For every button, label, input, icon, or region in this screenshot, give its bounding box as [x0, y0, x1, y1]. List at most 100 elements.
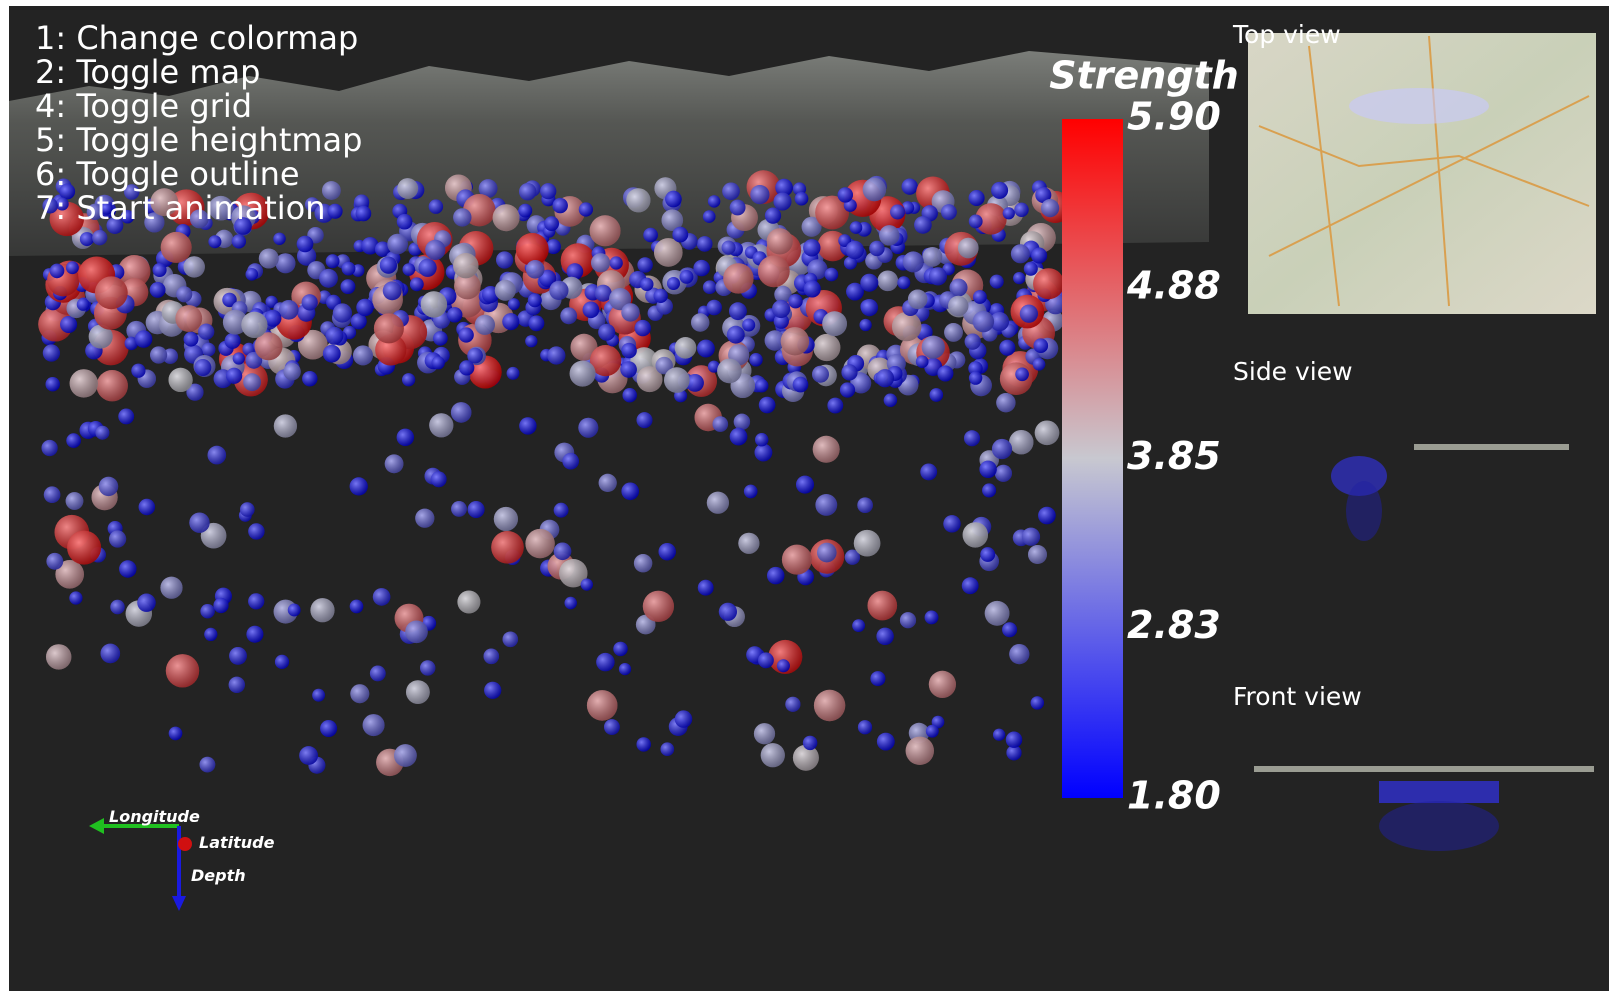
sphere-shade [246, 268, 259, 281]
sphere-shade [827, 398, 843, 414]
sphere-shade [703, 280, 717, 294]
sphere-shade [675, 337, 697, 359]
sphere-shade [815, 494, 837, 516]
sphere-shade [707, 492, 729, 514]
sphere-shade [858, 720, 872, 734]
sphere-shade [433, 331, 448, 346]
sphere-shade [691, 313, 709, 331]
sphere-shade [431, 471, 447, 487]
sphere-shade [664, 367, 690, 393]
sphere-shade [958, 238, 979, 259]
sphere-shade [135, 330, 152, 347]
sphere-shade [341, 279, 356, 294]
sphere-shade [560, 307, 577, 324]
sphere-shade [973, 290, 987, 304]
sphere-shade [119, 560, 136, 577]
sphere-shade [374, 313, 404, 343]
sphere-shade [419, 259, 437, 277]
sphere-shade [229, 677, 245, 693]
side-view-terrain [1414, 444, 1569, 450]
sphere-shade [803, 239, 820, 256]
sphere-shade [920, 464, 937, 481]
view-label: Top view [1232, 20, 1341, 49]
sphere-shade [884, 394, 897, 407]
sphere-shade [654, 238, 683, 267]
sphere-shade [962, 577, 979, 594]
sphere-shade [722, 183, 740, 201]
latitude-axis [178, 837, 192, 851]
sphere-shade [259, 249, 279, 269]
sphere-shade [590, 215, 621, 246]
sphere-shade [860, 319, 872, 331]
sphere-shade [621, 343, 636, 358]
sphere-shade [66, 492, 84, 510]
menu-item: 6: Toggle outline [35, 155, 300, 193]
sphere-shade [863, 178, 886, 201]
sphere-shade [421, 291, 447, 317]
sphere-shade [963, 522, 988, 547]
sphere-shade [189, 513, 209, 533]
sphere-shade [598, 324, 615, 341]
sphere-shade [878, 271, 899, 292]
viewer: Strength Longitude Latitude Depth 1: Cha… [9, 6, 1609, 991]
sphere-shade [793, 377, 809, 393]
sphere-shade [161, 232, 192, 263]
sphere-shade [854, 530, 881, 557]
sphere-shade [675, 710, 692, 727]
sphere-shade [693, 260, 709, 276]
sphere-shade [870, 671, 885, 686]
sphere-shade [774, 193, 792, 211]
sphere-shade [166, 654, 199, 687]
sphere-shade [767, 567, 784, 584]
sphere-shade [97, 370, 128, 401]
sphere-shade [785, 697, 800, 712]
sphere-shade [137, 594, 155, 612]
sphere-shade [1014, 203, 1028, 217]
sphere-shade [1033, 358, 1046, 371]
colorbar-tick-label: 1.80 [1127, 774, 1221, 818]
sphere-shade [200, 757, 216, 773]
sphere-shade [969, 215, 983, 229]
sphere-shade [243, 373, 261, 391]
sphere-shade [857, 497, 873, 513]
sphere-shade [373, 588, 391, 606]
sphere-shade [1033, 268, 1064, 299]
sphere-shade [697, 236, 713, 252]
colorbar-tick-label: 5.90 [1127, 95, 1221, 139]
sphere-shade [495, 280, 516, 301]
sphere-shade [767, 228, 793, 254]
sphere-shade [796, 476, 814, 494]
sphere-shade [153, 263, 167, 277]
sphere-shade [475, 315, 495, 335]
sphere-shade [626, 188, 650, 212]
sphere-shade [553, 198, 568, 213]
sphere-shade [985, 601, 1010, 626]
sphere-shade [198, 324, 214, 340]
sphere-shade [604, 719, 620, 735]
sphere-shade [929, 267, 947, 285]
sphere-shade [131, 364, 145, 378]
sphere-shade [328, 204, 343, 219]
sphere-shade [869, 241, 884, 256]
sphere-shade [194, 359, 211, 376]
sphere-shade [969, 190, 985, 206]
sphere-shade [184, 332, 199, 347]
menu-item: 7: Start animation [35, 189, 326, 227]
sphere-shade [529, 315, 545, 331]
sphere-shade [415, 509, 434, 528]
depth-arrow [172, 896, 186, 911]
sphere-shade [397, 214, 413, 230]
sphere-shade [1031, 696, 1044, 709]
sphere-shade [897, 276, 910, 289]
sphere-shade [713, 416, 729, 432]
sphere-shade [1038, 507, 1056, 525]
scene: Strength Longitude Latitude Depth 1: Cha… [9, 6, 1609, 991]
sphere-shade [356, 299, 373, 316]
sphere-shade [717, 359, 742, 384]
sphere-shade [565, 597, 577, 609]
sphere-shade [95, 426, 109, 440]
sphere-shade [248, 523, 264, 539]
sphere-shade [719, 603, 737, 621]
sphere-shade [213, 598, 228, 613]
sphere-shade [906, 737, 934, 765]
